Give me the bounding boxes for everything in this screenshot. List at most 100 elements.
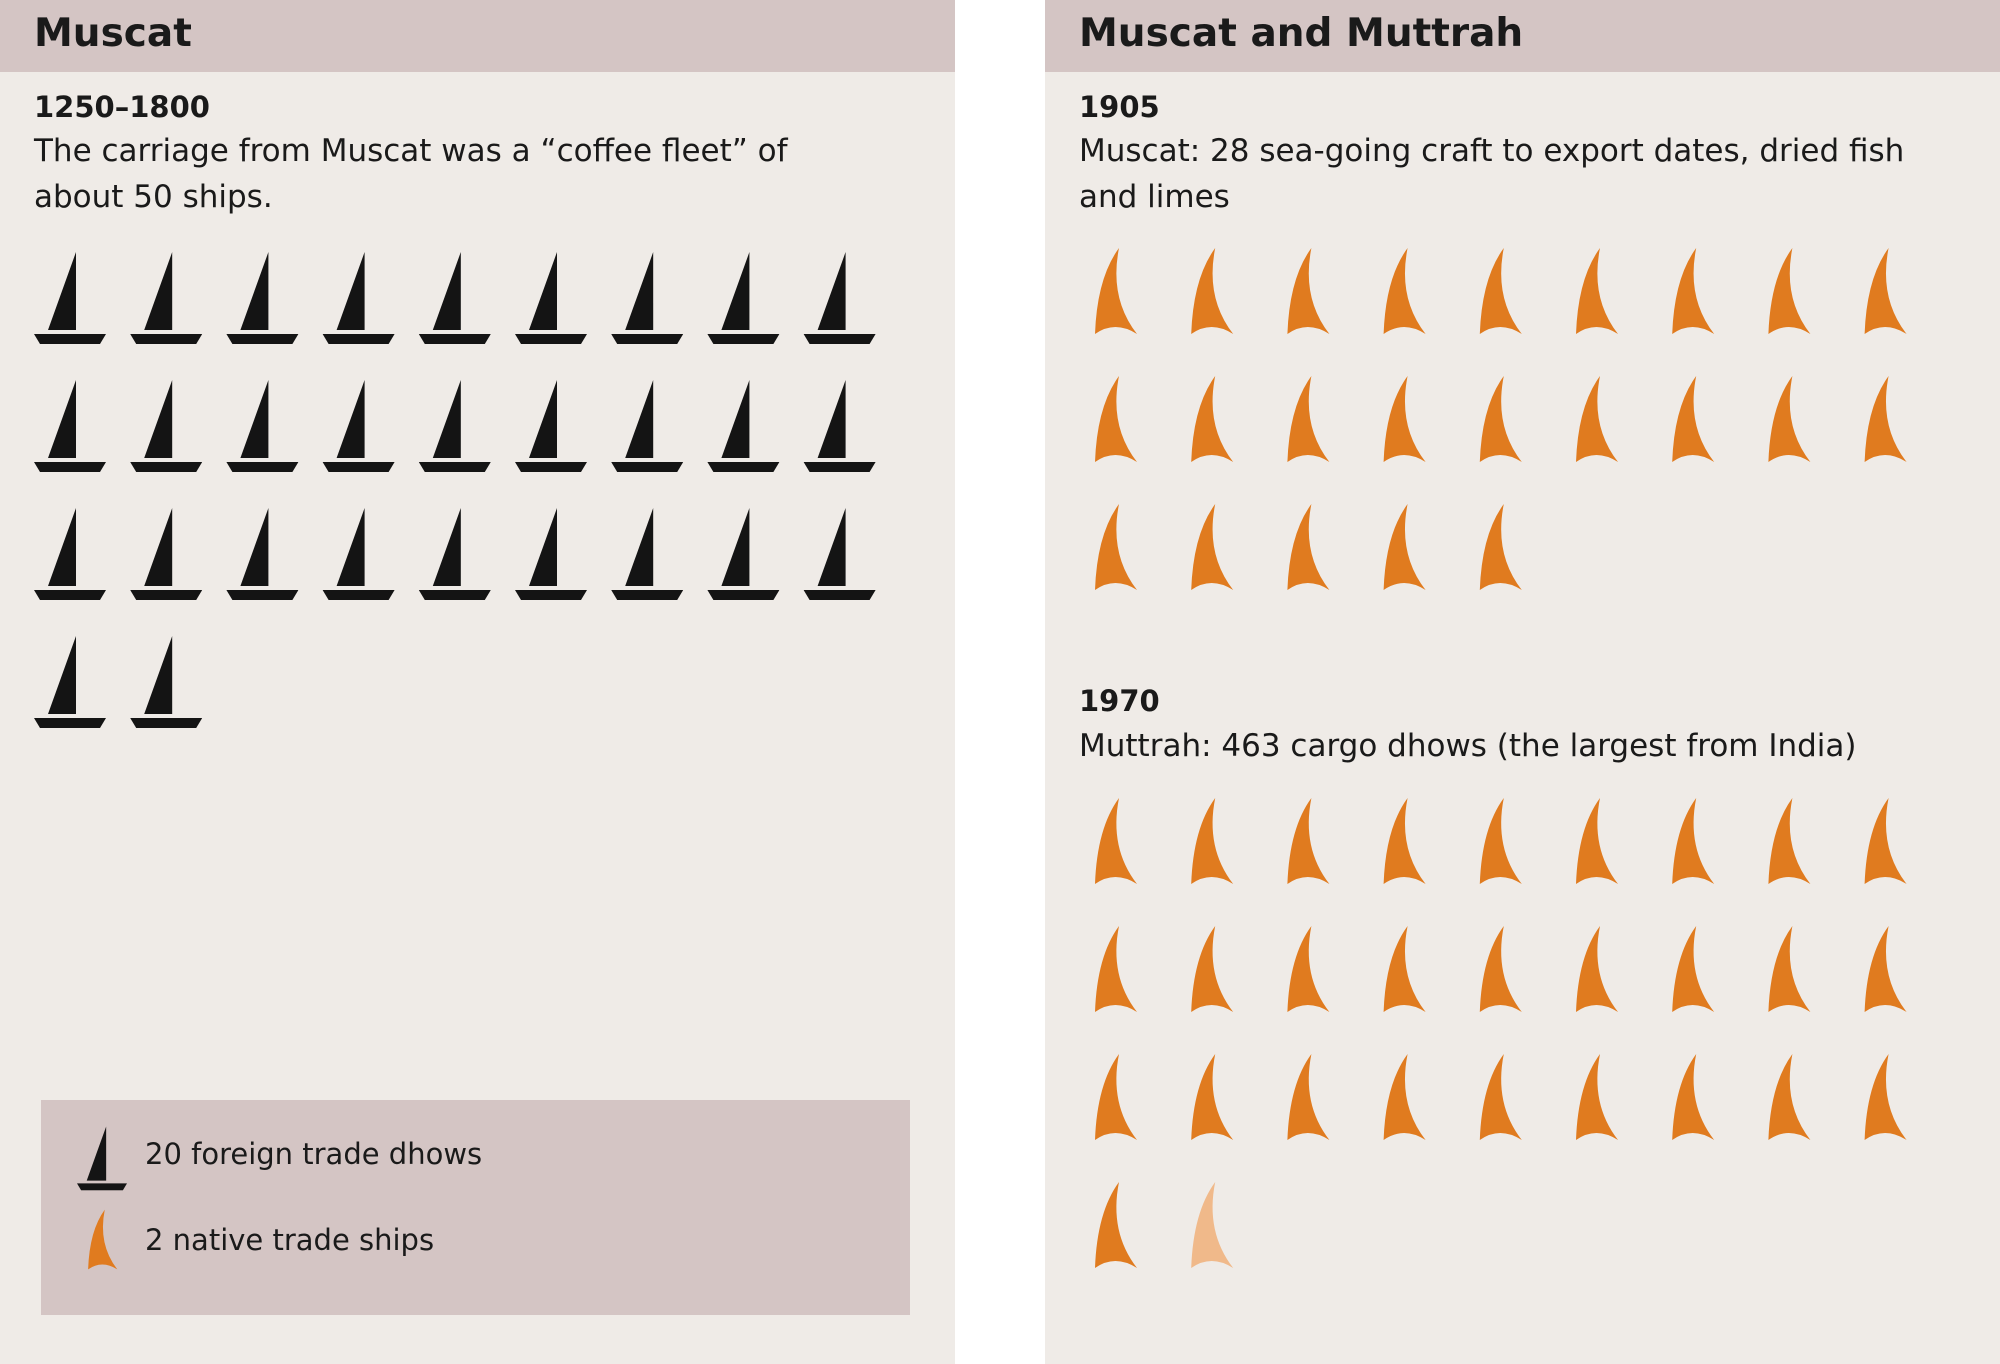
period-label-1970: 1970 xyxy=(1079,684,1160,718)
pictogram-native-ships-1905 xyxy=(1079,248,1907,590)
foreign-dhow-icon xyxy=(34,380,106,472)
native-ship-icon xyxy=(1656,376,1715,462)
native-ship-icon xyxy=(1367,376,1426,462)
foreign-dhow-icon xyxy=(130,252,203,344)
native-ship-icon xyxy=(1463,504,1522,590)
native-ship-icon xyxy=(1271,798,1330,884)
native-ship-icon xyxy=(1463,1054,1522,1140)
native-ship-icon xyxy=(1271,248,1330,334)
native-ship-icon xyxy=(1175,1182,1234,1268)
native-ship-icon xyxy=(1463,798,1522,884)
foreign-dhow-icon xyxy=(803,380,876,472)
foreign-dhow-icon xyxy=(707,508,780,600)
foreign-dhow-icon xyxy=(707,252,780,344)
native-ship-icon xyxy=(1656,798,1715,884)
native-ship-icon xyxy=(1367,504,1426,590)
period-description: The carriage from Muscat was a “coffee f… xyxy=(34,133,788,215)
native-ship-icon xyxy=(1079,1054,1137,1140)
panel-title: Muscat xyxy=(34,11,192,56)
foreign-dhow-icon xyxy=(77,1122,127,1192)
legend: 20 foreign trade dhows 2 native trade sh… xyxy=(41,1100,910,1315)
panel-header: Muscat xyxy=(0,0,955,72)
native-ship-icon xyxy=(1079,798,1137,884)
native-ship-icon xyxy=(1271,504,1330,590)
native-ship-icon xyxy=(1560,1054,1618,1140)
foreign-dhow-icon xyxy=(611,508,684,600)
foreign-dhow-icon xyxy=(226,508,299,600)
foreign-dhow-icon xyxy=(34,508,106,600)
foreign-dhow-icon xyxy=(226,252,299,344)
period-label: 1250–1800 xyxy=(34,90,210,124)
foreign-dhow-icon xyxy=(418,380,491,472)
native-ship-icon xyxy=(1079,376,1137,462)
native-ship-icon xyxy=(1367,798,1426,884)
native-ship-icon xyxy=(1560,376,1618,462)
panel-title: Muscat and Muttrah xyxy=(1079,11,1524,56)
foreign-dhow-icon xyxy=(130,380,203,472)
pictogram-native-ships-1970 xyxy=(1079,798,1907,1268)
native-ship-icon xyxy=(1271,1054,1330,1140)
native-ship-icon xyxy=(1656,248,1715,334)
foreign-dhow-icon xyxy=(322,252,395,344)
foreign-dhow-icon xyxy=(803,252,876,344)
native-ship-icon xyxy=(1175,798,1234,884)
native-ship-icon xyxy=(1752,798,1811,884)
panel-muscat-and-muttrah: Muscat and Muttrah 1905 Muscat: 28 sea-g… xyxy=(1045,0,2000,1364)
native-ship-icon xyxy=(1175,504,1234,590)
native-ship-icon xyxy=(1175,926,1234,1012)
legend-item-foreign: 20 foreign trade dhows xyxy=(77,1122,877,1192)
native-ship-icon xyxy=(1271,376,1330,462)
native-ship-icon xyxy=(1848,248,1907,334)
native-ship-icon xyxy=(1848,376,1907,462)
foreign-dhow-icon xyxy=(515,508,587,600)
panel-header: Muscat and Muttrah xyxy=(1045,0,2000,72)
native-ship-icon xyxy=(1079,504,1137,590)
foreign-dhow-icon xyxy=(611,380,684,472)
foreign-dhow-icon xyxy=(322,508,395,600)
period-label-1905: 1905 xyxy=(1079,90,1160,124)
foreign-dhow-icon xyxy=(130,636,203,728)
panel-muscat: Muscat 1250–1800 The carriage from Musca… xyxy=(0,0,955,1364)
native-ship-icon xyxy=(1367,1054,1426,1140)
native-ship-icon xyxy=(1848,926,1907,1012)
foreign-dhow-icon xyxy=(418,252,491,344)
native-ship-icon xyxy=(1752,926,1811,1012)
period-description-1970: Muttrah: 463 cargo dhows (the largest fr… xyxy=(1079,728,1857,764)
foreign-dhow-icon xyxy=(34,636,106,728)
native-ship-icon xyxy=(1656,1054,1715,1140)
foreign-dhow-icon xyxy=(611,252,684,344)
native-ship-icon xyxy=(1175,376,1234,462)
native-ship-icon xyxy=(1079,1182,1137,1268)
legend-item-native: 2 native trade ships xyxy=(77,1208,877,1278)
native-ship-icon xyxy=(1271,926,1330,1012)
foreign-dhow-icon xyxy=(803,508,876,600)
native-ship-icon xyxy=(1463,926,1522,1012)
native-ship-icon xyxy=(1560,798,1618,884)
foreign-dhow-icon xyxy=(34,252,106,344)
native-ship-icon xyxy=(1367,248,1426,334)
native-ship-icon xyxy=(1752,376,1811,462)
legend-label-native: 2 native trade ships xyxy=(145,1223,435,1257)
native-ship-icon xyxy=(1848,798,1907,884)
foreign-dhow-icon xyxy=(130,508,203,600)
pictogram-foreign-dhows xyxy=(34,252,876,728)
foreign-dhow-icon xyxy=(418,508,491,600)
foreign-dhow-icon xyxy=(515,380,587,472)
native-ship-icon xyxy=(77,1208,127,1278)
native-ship-icon xyxy=(1560,248,1618,334)
foreign-dhow-icon xyxy=(707,380,780,472)
native-ship-icon xyxy=(1463,248,1522,334)
native-ship-icon xyxy=(1463,376,1522,462)
legend-label-foreign: 20 foreign trade dhows xyxy=(145,1137,483,1171)
native-ship-icon xyxy=(1656,926,1715,1012)
period-description-1905: Muscat: 28 sea-going craft to export dat… xyxy=(1079,133,1905,215)
native-ship-icon xyxy=(1367,926,1426,1012)
native-ship-icon xyxy=(1079,248,1137,334)
native-ship-icon xyxy=(1175,248,1234,334)
native-ship-icon xyxy=(1560,926,1618,1012)
native-ship-icon xyxy=(1848,1054,1907,1140)
foreign-dhow-icon xyxy=(226,380,299,472)
native-ship-icon xyxy=(1079,926,1137,1012)
native-ship-icon xyxy=(1175,1054,1234,1140)
foreign-dhow-icon xyxy=(515,252,587,344)
